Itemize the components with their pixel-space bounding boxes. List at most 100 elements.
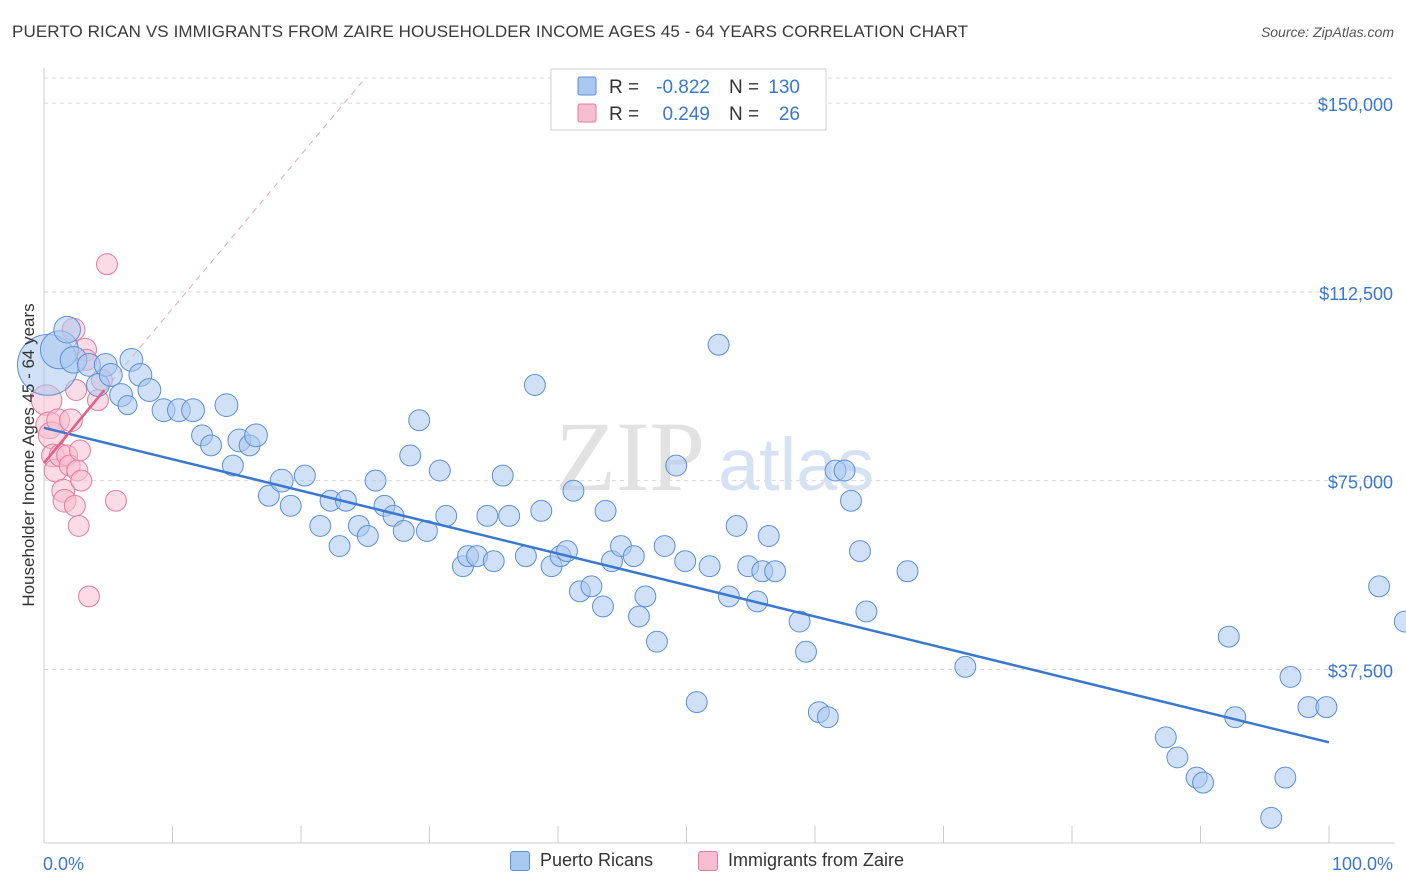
puerto-rican-point: [788, 610, 811, 633]
puerto-rican-point: [392, 520, 415, 542]
puerto-rican-point: [764, 560, 787, 583]
puerto-rican-point: [428, 459, 451, 482]
puerto-rican-point: [628, 605, 650, 628]
puerto-rican-point: [530, 499, 553, 522]
puerto-rican-point: [685, 691, 708, 714]
puerto-rican-point: [653, 535, 676, 558]
puerto-rican-point: [476, 504, 499, 527]
puerto-rican-point: [795, 640, 817, 663]
puerto-rican-point: [200, 434, 223, 457]
stats-legend: R = -0.822 N = 130 R = 0.249 N = 26: [550, 68, 827, 131]
series-legend: Puerto Ricans Immigrants from Zaire: [0, 850, 1406, 880]
stats-swatch-pink: [577, 103, 597, 123]
stats-swatch-blue: [577, 76, 597, 96]
puerto-rican-point: [328, 535, 351, 558]
stats-r-value-blue: -0.822: [656, 77, 710, 98]
puerto-rican-point: [117, 395, 138, 416]
zaire-point: [70, 469, 93, 492]
x-tick-label-min: 0.0%: [43, 854, 84, 874]
puerto-rican-point: [1393, 610, 1406, 633]
puerto-rican-point: [1279, 665, 1302, 688]
stats-n-value-pink: 26: [779, 104, 800, 125]
puerto-rican-point: [594, 499, 617, 522]
puerto-rican-point: [707, 333, 730, 356]
stats-r-label-pink: R =: [609, 104, 639, 125]
legend-item-zaire: Immigrants from Zaire: [698, 850, 904, 871]
puerto-rican-point: [221, 454, 244, 477]
stats-n-label-blue: N =: [729, 77, 759, 98]
puerto-rican-point: [665, 454, 688, 477]
puerto-rican-point: [1154, 726, 1177, 749]
puerto-rican-point: [399, 444, 422, 467]
x-tick-label-max: 100.0%: [1332, 854, 1393, 874]
puerto-rican-point: [562, 479, 585, 502]
puerto-rican-point: [757, 525, 780, 547]
zaire-trend-line: [43, 389, 106, 464]
puerto-rican-point: [498, 504, 521, 527]
puerto-rican-point: [309, 514, 332, 537]
source-label: Source: ZipAtlas.com: [1260, 24, 1394, 40]
zaire-point: [67, 514, 90, 537]
puerto-rican-point: [1192, 771, 1215, 794]
y-axis-label: Householder Income Ages 45 - 64 years: [19, 303, 38, 606]
puerto-rican-point: [53, 315, 81, 344]
puerto-rican-point: [181, 398, 205, 423]
puerto-rican-point: [1315, 696, 1338, 719]
puerto-rican-point: [408, 409, 431, 432]
puerto-rican-point: [1217, 625, 1240, 648]
puerto-rican-point: [1368, 575, 1391, 598]
puerto-rican-point: [1260, 806, 1283, 829]
gridlines: [44, 77, 1395, 670]
puerto-rican-point: [674, 550, 697, 573]
legend-swatch-blue: [510, 850, 530, 871]
puerto-rican-point: [98, 363, 123, 387]
zaire-point: [69, 439, 91, 462]
puerto-rican-point: [491, 464, 514, 487]
puerto-rican-point: [279, 494, 302, 517]
puerto-rican-point: [293, 464, 316, 487]
puerto-rican-point: [523, 374, 546, 396]
puerto-rican-point: [356, 525, 379, 547]
legend-label-zaire: Immigrants from Zaire: [728, 850, 905, 870]
zaire-point: [78, 585, 100, 608]
puerto-rican-point: [592, 595, 614, 618]
puerto-rican-point: [645, 630, 668, 653]
zaire-point: [63, 494, 86, 517]
puerto-rican-point: [954, 655, 977, 678]
puerto-rican-point: [833, 459, 856, 482]
puerto-rican-trend-line: [43, 426, 1330, 744]
puerto-rican-point: [257, 484, 280, 507]
zaire-trend-extension: [104, 77, 366, 391]
y-tick-label: $75,000: [1328, 473, 1393, 493]
watermark: ZIP atlas: [555, 401, 874, 512]
puerto-rican-point: [364, 469, 387, 492]
stats-r-value-pink: 0.249: [662, 104, 710, 125]
tick-labels: $37,500 $75,000 $112,500 $150,000 0.0% 100.0%: [43, 95, 1393, 874]
legend-label-puerto-ricans: Puerto Ricans: [540, 850, 654, 870]
zaire-point: [105, 489, 127, 512]
puerto-rican-point: [849, 540, 871, 563]
stats-r-label-blue: R =: [609, 77, 639, 98]
puerto-rican-point: [214, 393, 239, 418]
puerto-rican-point: [137, 378, 162, 402]
puerto-rican-point: [1274, 766, 1297, 789]
puerto-rican-points: [16, 315, 1406, 829]
puerto-rican-point: [634, 585, 657, 608]
y-tick-label: $112,500: [1319, 284, 1393, 304]
puerto-rican-point: [698, 555, 721, 578]
y-tick-label: $150,000: [1318, 95, 1393, 115]
puerto-rican-point: [855, 600, 878, 623]
puerto-rican-point: [482, 550, 505, 573]
puerto-rican-point: [244, 423, 268, 448]
puerto-rican-point: [622, 545, 645, 568]
puerto-rican-point: [896, 560, 919, 583]
stats-n-value-blue: 130: [768, 77, 800, 98]
chart-title: PUERTO RICAN VS IMMIGRANTS FROM ZAIRE HO…: [12, 22, 969, 41]
stats-n-label-pink: N =: [729, 104, 759, 125]
y-tick-label: $37,500: [1328, 661, 1393, 681]
puerto-rican-point: [1166, 746, 1189, 769]
puerto-rican-point: [816, 706, 839, 729]
legend-swatch-pink: [698, 850, 718, 871]
zaire-point: [96, 253, 118, 276]
